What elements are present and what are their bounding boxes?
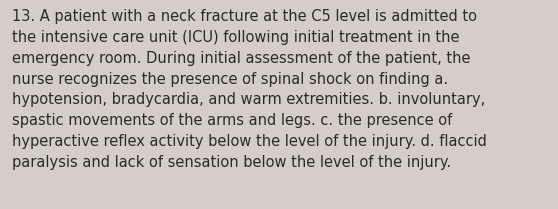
Text: 13. A patient with a neck fracture at the C5 level is admitted to
the intensive : 13. A patient with a neck fracture at th… <box>12 9 487 170</box>
